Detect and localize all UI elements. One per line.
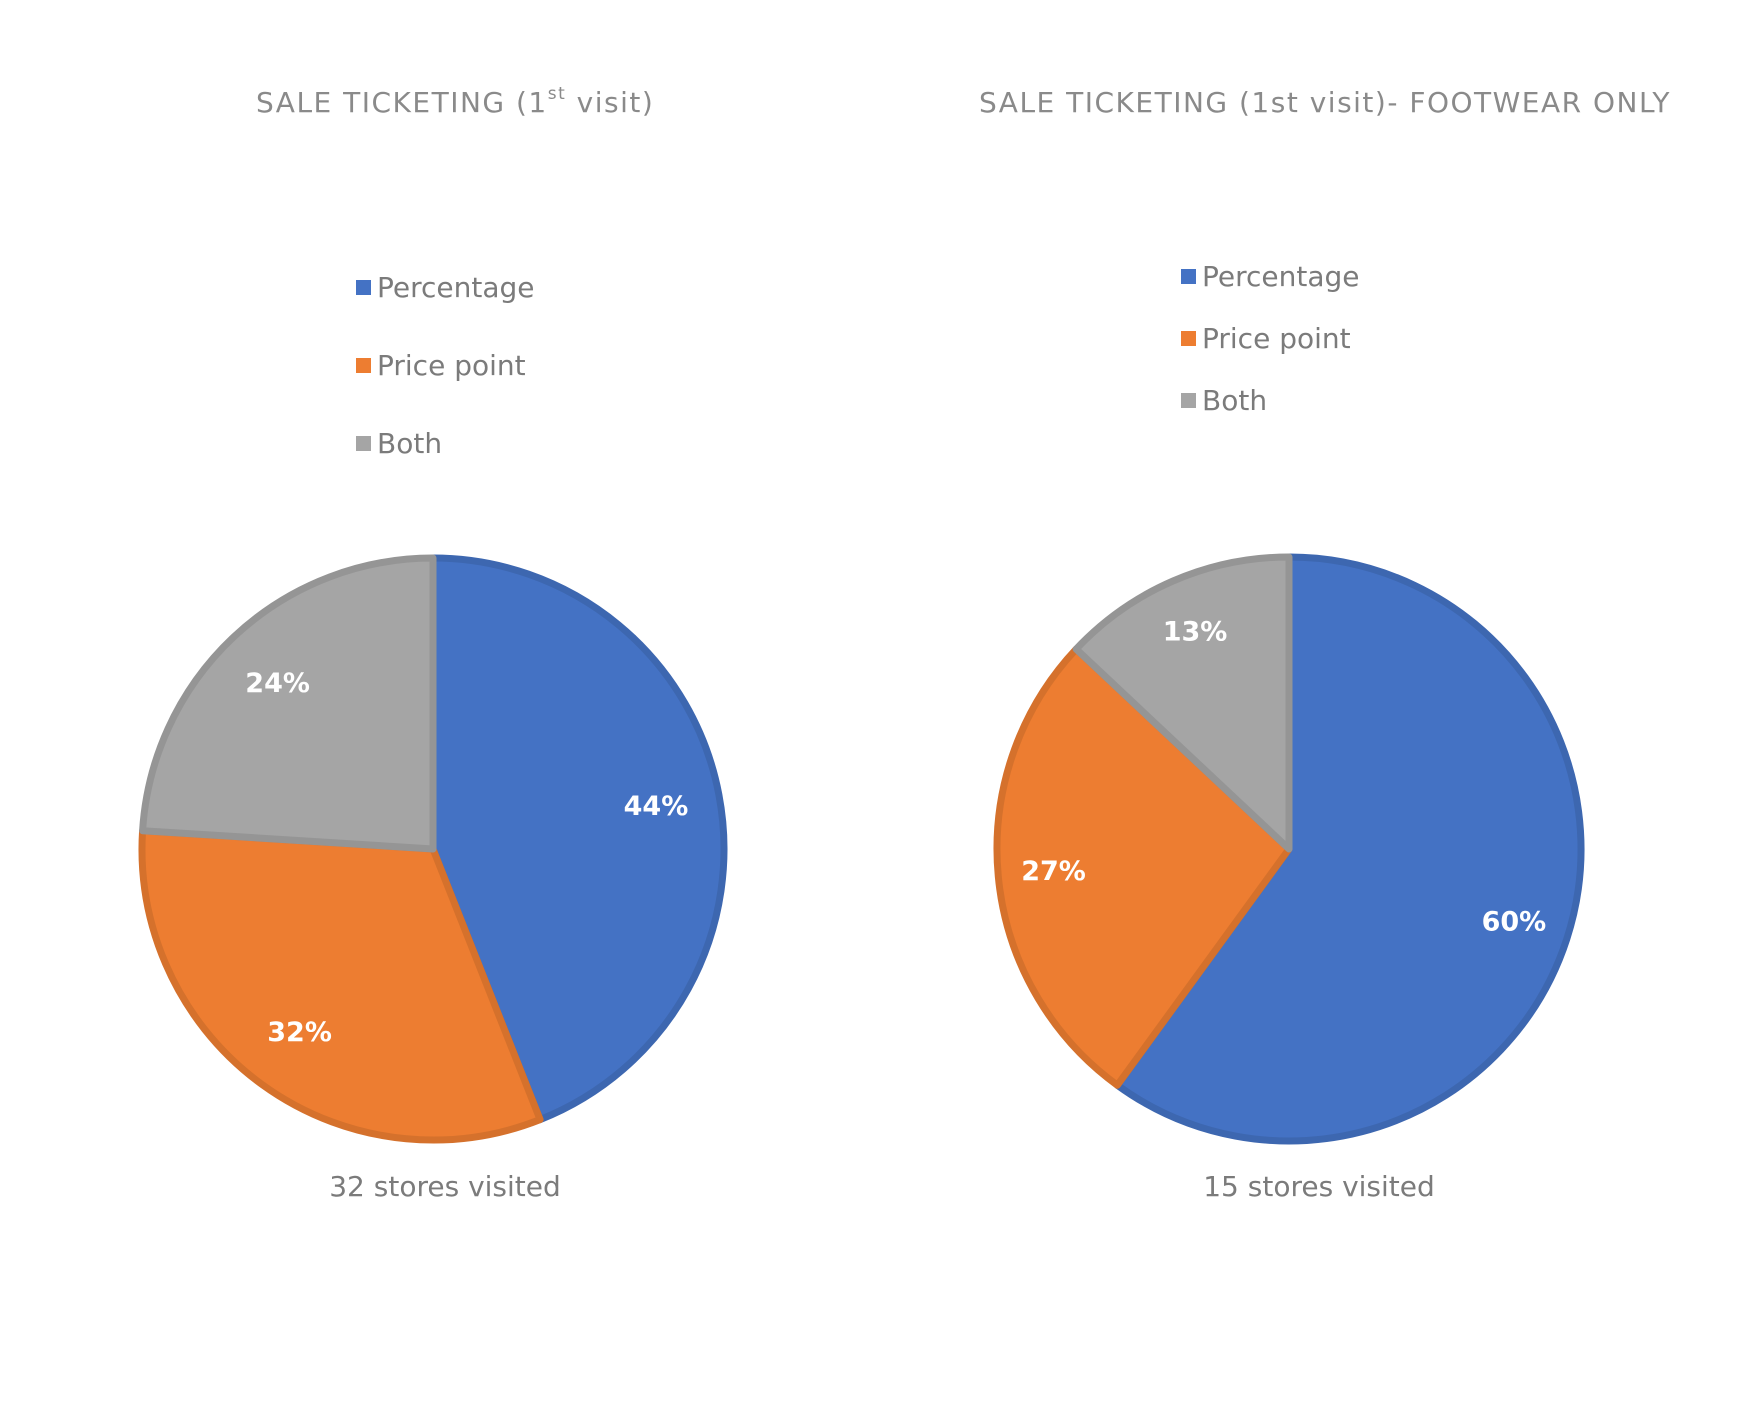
legend-swatch-price-point xyxy=(1181,330,1196,346)
data-label-price-point: 32% xyxy=(267,1017,332,1048)
pie-slice-price-point xyxy=(138,827,544,1144)
legend-label: Both xyxy=(377,426,443,460)
pie-slice-percentage xyxy=(429,554,728,1124)
data-label-percentage: 44% xyxy=(624,791,689,822)
data-label-price-point: 27% xyxy=(1021,856,1086,887)
chart-legend: Percentage Price point Both xyxy=(1181,245,1360,431)
legend-item-price-point: Price point xyxy=(356,326,535,404)
pie-slice-percentage xyxy=(1113,553,1585,1145)
legend-item-both: Both xyxy=(356,404,535,482)
chart-title: SALE TICKETING (1st visit) xyxy=(256,84,655,120)
legend-item-percentage: Percentage xyxy=(356,248,535,326)
legend-item-both: Both xyxy=(1181,369,1360,431)
legend-label: Price point xyxy=(377,348,526,382)
pie-chart-footwear-only: SALE TICKETING (1st visit)- FOOTWEAR ONL… xyxy=(879,0,1758,1406)
data-label-both: 24% xyxy=(245,668,310,699)
pie-slice-both xyxy=(139,554,437,853)
pie-slice-price-point xyxy=(993,645,1293,1089)
legend-label: Both xyxy=(1202,383,1268,417)
data-label-percentage: 60% xyxy=(1482,907,1547,938)
legend-swatch-percentage xyxy=(1181,268,1196,284)
chart-title: SALE TICKETING (1st visit)- FOOTWEAR ONL… xyxy=(979,86,1671,119)
legend-swatch-both xyxy=(1181,392,1196,408)
legend-swatch-price-point xyxy=(356,357,371,373)
chart-caption: 32 stores visited xyxy=(329,1170,561,1203)
chart-legend: Percentage Price point Both xyxy=(356,248,535,482)
chart-caption: 15 stores visited xyxy=(1203,1170,1435,1203)
legend-swatch-percentage xyxy=(356,279,371,295)
pie-plot: 44% 32% 24% xyxy=(138,554,728,1144)
legend-item-percentage: Percentage xyxy=(1181,245,1360,307)
pie-slice-both xyxy=(1072,553,1293,853)
pie-plot: 60% 27% 13% xyxy=(993,553,1585,1145)
legend-label: Price point xyxy=(1202,321,1351,355)
legend-item-price-point: Price point xyxy=(1181,307,1360,369)
legend-label: Percentage xyxy=(1202,259,1360,293)
data-label-both: 13% xyxy=(1163,616,1228,647)
legend-label: Percentage xyxy=(377,270,535,304)
pie-chart-all-stores: SALE TICKETING (1st visit) Percentage Pr… xyxy=(138,84,728,1203)
legend-swatch-both xyxy=(356,435,371,451)
